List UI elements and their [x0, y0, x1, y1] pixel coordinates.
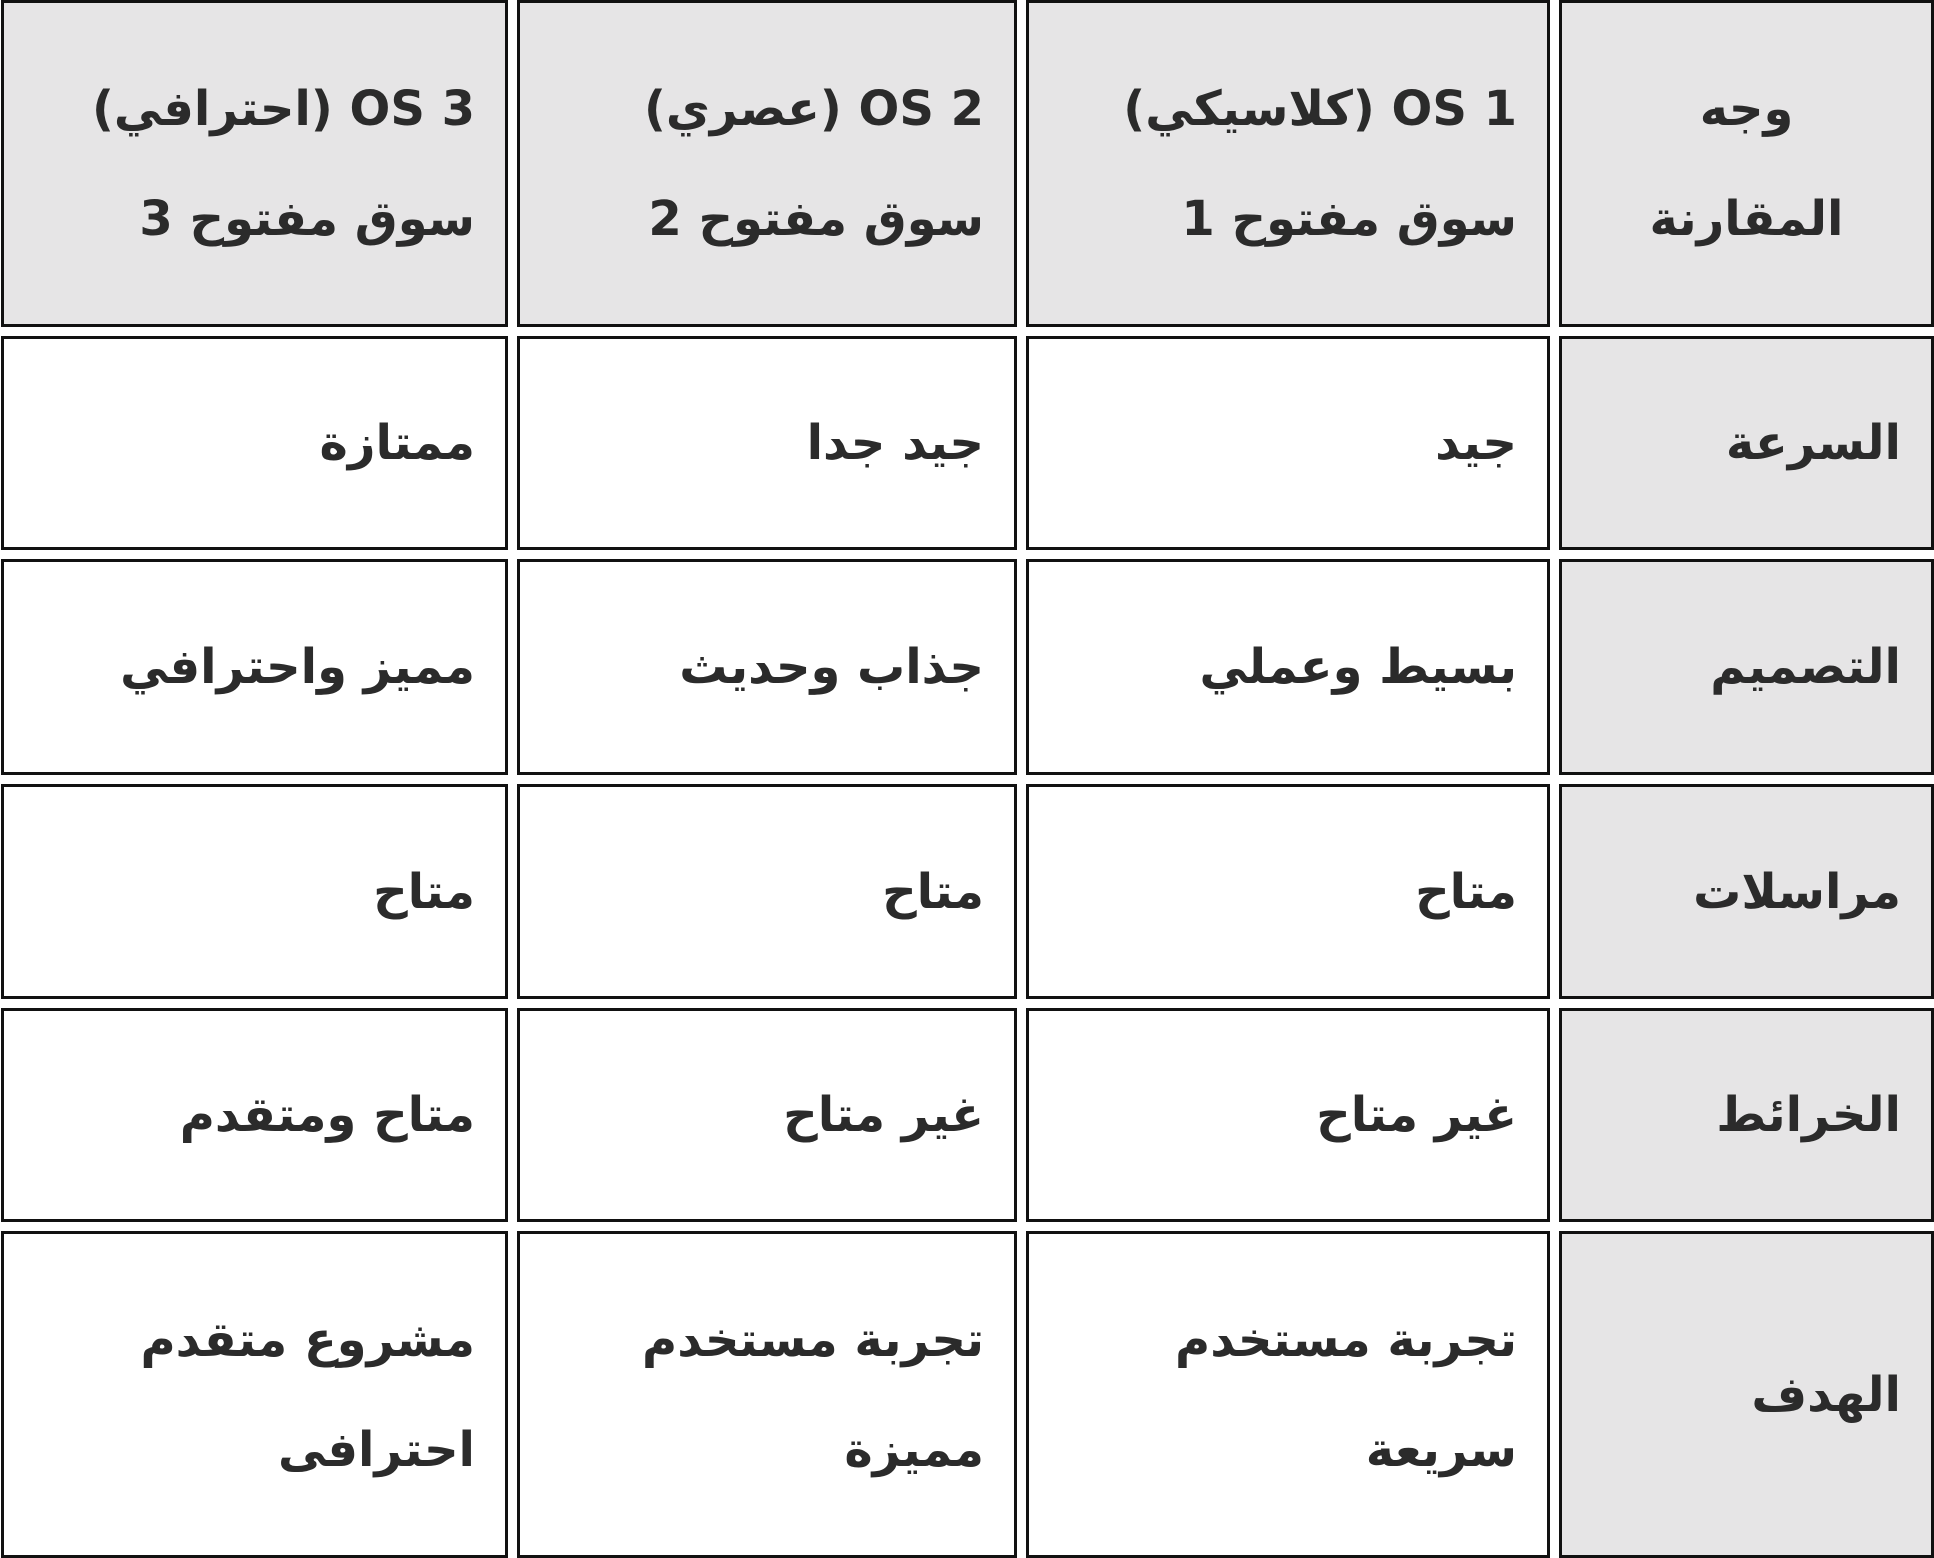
header-subtitle: سوق مفتوح 1 — [1181, 190, 1517, 247]
header-aspect-line: وجه — [1699, 80, 1794, 137]
table-cell: جذاب وحديث — [517, 559, 1017, 775]
table-cell: تجربة مستخدم مميزة — [517, 1231, 1017, 1558]
table-cell: متاح — [1, 784, 508, 999]
cell-text: تجربة مستخدم — [642, 1311, 984, 1368]
cell-text: بسيط وعملي — [1199, 639, 1517, 695]
header-subtitle: سوق مفتوح 2 — [648, 190, 984, 247]
cell-text: جيد جدا — [806, 415, 984, 471]
header-os2: OS 2 (عصري) سوق مفتوح 2 — [517, 0, 1017, 327]
row-aspect-label: السرعة — [1725, 415, 1901, 471]
header-os1: OS 1 (كلاسيكي) سوق مفتوح 1 — [1026, 0, 1550, 327]
row-aspect-label: مراسلات — [1693, 863, 1901, 920]
table-cell: غير متاح — [1026, 1008, 1550, 1222]
table-cell: متاح — [517, 784, 1017, 999]
cell-text: احترافى — [278, 1421, 475, 1478]
header-aspect-line: المقارنة — [1649, 190, 1844, 247]
table-cell: متاح — [1026, 784, 1550, 999]
row-aspect-label: الخرائط — [1716, 1087, 1901, 1143]
row-aspect-label: الهدف — [1751, 1366, 1901, 1423]
cell-text: متاح — [1415, 863, 1517, 920]
table-cell: مشروع متقدم احترافى — [1, 1231, 508, 1558]
header-title: OS 1 (كلاسيكي) — [1123, 80, 1517, 137]
table-cell: ممتازة — [1, 336, 508, 550]
cell-text: جذاب وحديث — [679, 639, 984, 695]
row-aspect: مراسلات — [1559, 784, 1934, 999]
row-aspect: الهدف — [1559, 1231, 1934, 1558]
cell-text: مشروع متقدم — [140, 1311, 475, 1368]
header-subtitle: سوق مفتوح 3 — [139, 190, 475, 247]
table-cell: مميز واحترافي — [1, 559, 508, 775]
cell-text: متاح — [882, 863, 984, 920]
cell-text: غير متاح — [1316, 1087, 1517, 1143]
cell-text: تجربة مستخدم — [1175, 1311, 1517, 1368]
cell-text: ممتازة — [319, 415, 475, 471]
table-cell: جيد — [1026, 336, 1550, 550]
table-cell: بسيط وعملي — [1026, 559, 1550, 775]
header-aspect: وجه المقارنة — [1559, 0, 1934, 327]
table-cell: تجربة مستخدم سريعة — [1026, 1231, 1550, 1558]
table-cell: متاح ومتقدم — [1, 1008, 508, 1222]
header-os3: OS 3 (احترافي) سوق مفتوح 3 — [1, 0, 508, 327]
row-aspect: التصميم — [1559, 559, 1934, 775]
cell-text: متاح — [373, 863, 475, 920]
table-cell: جيد جدا — [517, 336, 1017, 550]
cell-text: مميزة — [844, 1421, 984, 1478]
row-aspect: السرعة — [1559, 336, 1934, 550]
header-title: OS 3 (احترافي) — [91, 80, 475, 137]
cell-text: غير متاح — [783, 1087, 984, 1143]
cell-text: سريعة — [1365, 1421, 1517, 1478]
cell-text: مميز واحترافي — [120, 639, 475, 695]
row-aspect-label: التصميم — [1710, 639, 1901, 695]
header-title: OS 2 (عصري) — [643, 80, 984, 137]
table-cell: غير متاح — [517, 1008, 1017, 1222]
cell-text: متاح ومتقدم — [179, 1087, 475, 1143]
row-aspect: الخرائط — [1559, 1008, 1934, 1222]
cell-text: جيد — [1435, 415, 1517, 471]
